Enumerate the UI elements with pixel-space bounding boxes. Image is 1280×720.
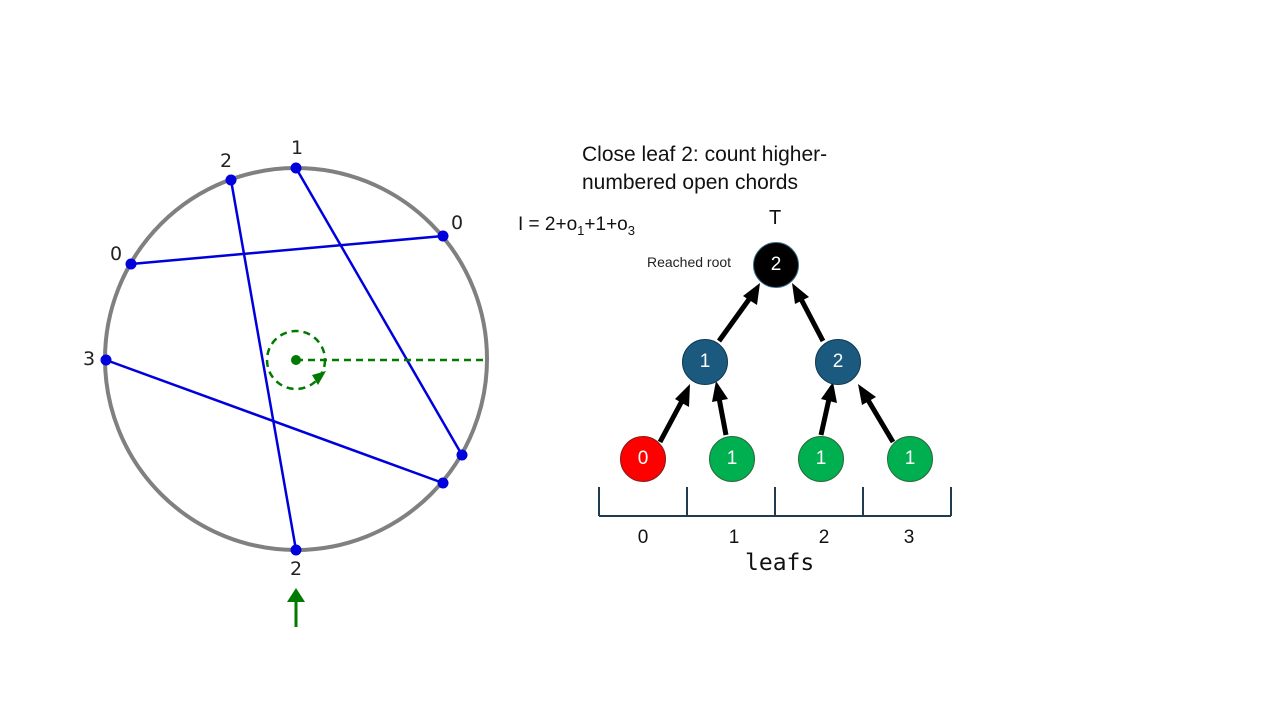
slide-title: Close leaf 2: count higher-numbered open… xyxy=(582,143,828,194)
leaf-index: 1 xyxy=(728,527,740,548)
chord-endpoint xyxy=(100,354,112,366)
leaf-index: 0 xyxy=(637,527,649,548)
chord-endpoint xyxy=(125,258,137,270)
tree-edge xyxy=(818,398,832,436)
tree-root-label: T xyxy=(769,207,782,229)
up-arrow-icon-head xyxy=(287,588,305,602)
formula-subscript: 1 xyxy=(577,222,585,238)
chord-0 xyxy=(130,234,444,266)
point-label: 2 xyxy=(290,558,303,580)
point-label: 2 xyxy=(220,150,233,172)
tree-edge-arrowhead xyxy=(858,384,876,405)
tree-edge xyxy=(798,297,826,343)
chord-endpoint xyxy=(437,477,449,489)
chord-1 xyxy=(294,167,464,456)
formula-part: +1+o xyxy=(584,214,628,235)
chord-endpoint xyxy=(437,230,449,242)
chord-endpoint xyxy=(456,449,468,461)
tree-edge xyxy=(657,397,686,444)
formula-part: I = 2+o xyxy=(518,214,578,235)
tree-edge xyxy=(716,296,753,343)
reached-root-label: Reached root xyxy=(647,254,732,270)
tree-root-node: 2 xyxy=(753,242,799,288)
chord-2 xyxy=(229,179,298,551)
tree-edge-arrowhead xyxy=(712,381,728,402)
tree-edge xyxy=(865,398,896,444)
chord-endpoint xyxy=(290,544,302,556)
tree-internal-node: 1 xyxy=(682,339,728,385)
point-label: 0 xyxy=(451,212,464,234)
tree-edge-arrowhead xyxy=(675,384,690,407)
leaf-index: 2 xyxy=(818,527,830,548)
tree-edge-arrowhead xyxy=(821,382,837,403)
leafs-axis-label: leafs xyxy=(745,550,815,576)
chord-endpoint xyxy=(290,162,302,174)
tree-edge-arrowhead xyxy=(792,283,809,304)
tree-leaf-node: 1 xyxy=(887,436,933,482)
tree-internal-node: 2 xyxy=(815,339,861,385)
leaf-index: 3 xyxy=(903,527,915,548)
tree-leaf-node: 1 xyxy=(798,436,844,482)
point-label: 1 xyxy=(291,137,304,159)
sweep-arrowhead xyxy=(312,371,326,385)
point-label: 3 xyxy=(83,348,96,370)
point-label: 0 xyxy=(110,243,123,265)
tree-edge xyxy=(716,397,729,436)
tree-leaf-node: 1 xyxy=(709,436,755,482)
tree-leaf-node: 0 xyxy=(620,436,666,482)
tree-edge-arrowhead xyxy=(743,283,760,305)
chord-3 xyxy=(105,358,444,485)
formula-subscript: 3 xyxy=(627,222,635,238)
formula: I = 2+o1+1+o3 xyxy=(518,214,635,238)
chord-endpoint xyxy=(225,174,237,186)
